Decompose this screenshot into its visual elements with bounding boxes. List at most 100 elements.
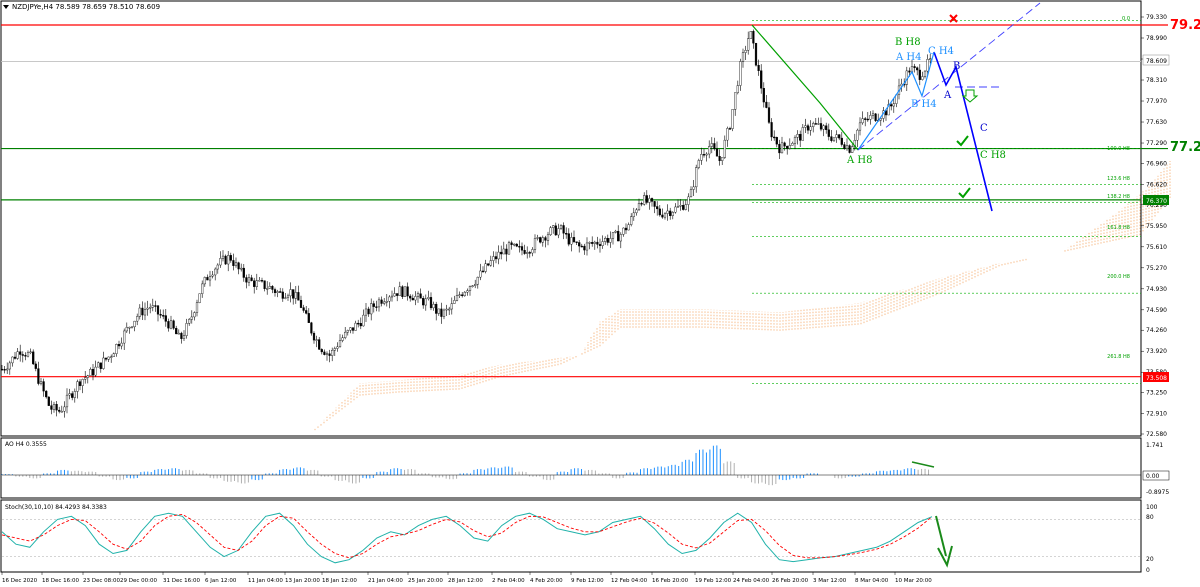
support-price-label: 76.370: [1146, 198, 1167, 205]
time-tick-label: 31 Dec 16:00: [163, 578, 200, 584]
candle-body: [266, 288, 269, 290]
candle-body: [143, 309, 147, 316]
price-tick-label: 73.920: [1146, 348, 1167, 355]
candle-body: [632, 212, 635, 217]
candle-body: [773, 136, 776, 139]
candle-body: [578, 242, 581, 247]
triangle-down-icon[interactable]: [3, 5, 9, 9]
price-tick-label: 78.990: [1146, 35, 1167, 42]
candle-body: [864, 118, 867, 120]
candle-body: [253, 280, 256, 287]
candle-body: [224, 255, 227, 265]
candle-body: [133, 320, 136, 328]
candle-body: [84, 377, 87, 380]
candle-body: [752, 31, 755, 44]
candle-body: [58, 409, 61, 412]
candle-body: [780, 142, 784, 154]
candle-body: [507, 242, 511, 255]
candle-body: [528, 252, 531, 254]
candle-body: [136, 316, 139, 322]
candle-body: [708, 146, 711, 155]
candle-body: [726, 128, 729, 141]
candle-body: [32, 351, 35, 365]
candle-body: [97, 362, 100, 368]
candle-body: [552, 225, 555, 228]
price-tick-label: 76.290: [1146, 202, 1167, 209]
candle-body: [112, 353, 115, 357]
candle-body: [375, 306, 378, 308]
wave-annotations: [751, 2, 1041, 212]
candle-body: [354, 322, 357, 331]
candle-body: [279, 291, 282, 293]
candle-body: [219, 258, 222, 266]
candle-body: [250, 277, 253, 281]
candle-body: [372, 303, 375, 307]
candle-body: [570, 237, 573, 245]
candle-body: [926, 58, 929, 72]
fib-label-161: 161.8 H8: [1107, 225, 1130, 231]
candle-body: [505, 248, 508, 255]
candle-body: [840, 137, 843, 145]
candle-body: [786, 145, 789, 149]
candle-body: [346, 330, 349, 333]
candle-body: [596, 241, 599, 245]
candle-body: [526, 252, 529, 254]
candle-body: [177, 332, 180, 335]
candle-body: [263, 280, 266, 289]
wave-label-b-h4: B H4: [911, 99, 937, 110]
candle-body: [237, 262, 240, 270]
candle-body: [653, 201, 656, 207]
candle-body: [822, 125, 825, 130]
candle-body: [617, 230, 620, 242]
candle-body: [76, 381, 79, 392]
candle-body: [146, 307, 149, 310]
candle-body: [832, 137, 836, 141]
candle-body: [55, 404, 58, 411]
time-tick-label: 18 Dec 16:00: [42, 578, 79, 584]
candle-body: [333, 348, 336, 351]
candle-body: [671, 212, 674, 216]
candle-body: [812, 123, 815, 127]
candle-body: [572, 237, 576, 242]
candle-body: [775, 137, 778, 145]
candle-body: [203, 277, 206, 285]
candle-body: [50, 405, 53, 410]
candle-body: [723, 139, 726, 158]
candle-body: [513, 243, 516, 246]
candle-body: [411, 297, 414, 301]
candle-body: [710, 143, 713, 147]
candle-body: [689, 189, 693, 198]
cross-marker-icon: [949, 14, 958, 23]
candle-body: [474, 283, 477, 286]
candle-body: [531, 249, 534, 254]
candle-body: [99, 362, 102, 369]
stoch-lines: [1, 512, 1141, 564]
candle-body: [801, 127, 804, 141]
candle-body: [830, 136, 833, 141]
wave-line-h8: [751, 24, 859, 151]
candle-body: [539, 237, 542, 243]
fib-label-123: 123.6 H8: [1107, 176, 1130, 182]
candle-body: [838, 134, 841, 139]
candle-body: [52, 404, 56, 410]
candlesticks: [0, 29, 932, 418]
candle-body: [284, 297, 287, 299]
candle-body: [73, 391, 76, 398]
candle-body: [923, 70, 927, 77]
low-price-box: [1143, 372, 1169, 382]
candle-body: [390, 295, 394, 298]
candle-body: [731, 109, 734, 129]
resistance-level-label: 79.20: [1170, 18, 1200, 33]
support-price-box: [1143, 195, 1169, 205]
time-tick-label: 8 Mar 04:00: [855, 578, 889, 584]
candle-body: [588, 242, 591, 244]
candle-body: [81, 379, 84, 386]
candle-body: [227, 255, 230, 265]
candle-body: [63, 406, 66, 412]
ao-histogram: [1, 445, 1141, 486]
candle-body: [471, 285, 474, 287]
candle-body: [377, 299, 381, 308]
candle-body: [827, 129, 830, 137]
price-tick-label: 74.260: [1146, 327, 1167, 334]
